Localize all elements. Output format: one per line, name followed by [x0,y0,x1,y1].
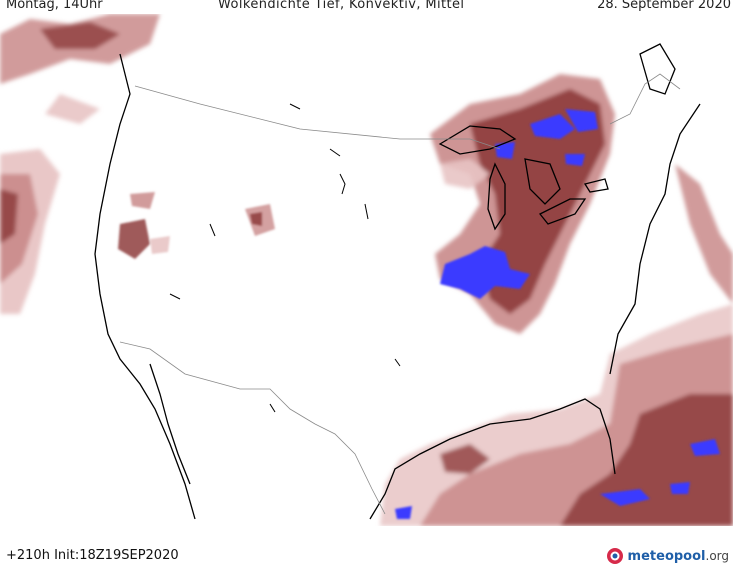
cloud-area-atlantic [675,164,733,304]
coastlines [94,43,701,520]
cloud-density-map [0,14,733,526]
logo-text: meteopool.org [628,549,729,564]
lake-michigan [487,162,506,231]
cloud-area-pacific-north [0,14,160,124]
cloud-area-west-interior [118,192,275,259]
baja-peninsula [149,363,191,485]
east-coast [609,103,701,375]
us-canada-border [134,85,501,150]
logo-main: meteopool [627,548,706,564]
logo-tld: .org [705,548,730,563]
lake-superior [438,125,517,155]
lake-erie [538,198,587,225]
model-run-info: +210h Init:18Z19SEP2020 [6,548,179,563]
meteopool-logo-icon [606,548,623,564]
small-water-bodies [169,103,401,413]
west-coast [94,53,196,520]
forecast-day-time: Montag, 14Uhr [6,0,103,12]
map-header: Montag, 14Uhr Wolkendichte Tief, Konvekt… [0,0,733,18]
forecast-date: 28. September 2020 [597,0,731,12]
us-canada-border-east [609,73,681,125]
gulf-coast [369,398,616,520]
meteopool-logo[interactable]: meteopool.org [606,546,729,566]
hudson-bay-shore [639,43,676,95]
map-footer: +210h Init:18Z19SEP2020 meteopool.org [0,540,733,566]
cloud-area-pacific-offshore [0,149,60,314]
lake-huron [524,158,561,205]
map-title: Wolkendichte Tief, Konvektiv, Mittel [218,0,465,12]
lake-ontario [583,178,609,193]
cloud-area-southeast [380,304,733,526]
us-mexico-border [119,341,386,515]
cloud-area-southeast-dense [395,439,720,519]
cloud-area-great-lakes-dense [440,109,598,299]
borders [119,73,681,515]
